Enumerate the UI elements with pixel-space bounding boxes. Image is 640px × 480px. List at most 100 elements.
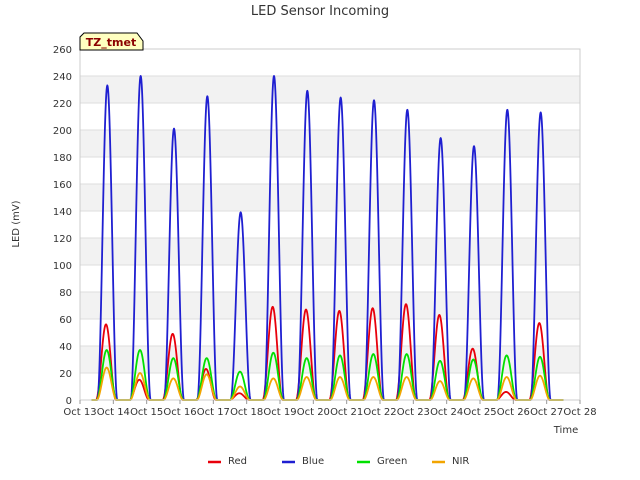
plot-band [80,238,580,265]
data-point-nir [105,366,108,369]
data-point-red [171,333,174,335]
x-tick-label: Oct 25 [463,407,496,418]
data-point-blue [173,127,175,130]
y-tick-label: 220 [53,99,72,110]
x-tick-label: Oct 26 [497,407,530,418]
grid-lines [80,48,580,401]
legend-item-blue[interactable]: Blue [282,456,324,467]
data-point-nir [272,377,275,380]
plot-bands [80,76,580,373]
data-point-blue [439,137,442,139]
chart-title: LED Sensor Incoming [251,4,389,19]
legend-label: Blue [302,456,324,467]
legend-label: Red [228,456,247,467]
data-point-red [471,347,474,350]
data-point-nir [405,376,408,378]
x-tick-label: Oct 22 [363,407,396,418]
data-point-red [305,308,307,311]
data-point-red [105,323,107,326]
data-point-blue [306,90,309,92]
y-tick-label: 160 [53,180,72,191]
x-tick-label: Oct 14 [97,407,130,418]
plot-frame [79,48,581,401]
y-axis-ticks: 0 20 40 60 80 100 120 140 160 180 200 220 240 260 [53,45,72,407]
data-point-green [405,353,408,355]
data-point-red [438,314,441,316]
data-point-nir [205,373,208,376]
y-axis-label: LED (mV) [11,200,22,247]
y-tick-label: 120 [53,234,72,245]
data-point-red [238,392,241,395]
site-badge-box [79,32,144,51]
y-tick-label: 200 [53,126,72,137]
x-tick-label: Oct 24 [430,407,463,418]
y-tick-label: 40 [59,342,72,353]
x-tick-label: Oct 17 [197,407,230,418]
x-tick-label: Oct 15 [130,407,163,418]
data-point-nir [439,380,441,382]
data-point-nir [305,376,308,378]
data-point-nir [539,374,541,377]
data-point-green [205,357,208,359]
data-point-blue [539,111,542,114]
x-tick-label: Oct 16 [163,407,196,418]
y-tick-label: 180 [53,153,72,164]
data-point-red [205,368,207,370]
plot-band [80,76,580,103]
legend-item-nir[interactable]: NIR [432,456,469,467]
x-tick-label: Oct 23 [397,407,430,418]
plot-band [80,346,580,373]
legend: Red Blue Green NIR [208,456,469,467]
data-point-green [505,354,508,357]
data-point-blue [106,84,109,87]
data-point-green [472,358,475,361]
data-point-green [139,349,141,351]
y-tick-label: 140 [53,207,72,218]
data-point-red [271,306,274,308]
plot-band [80,184,580,211]
legend-label: Green [377,456,407,467]
data-point-green [105,349,108,351]
data-point-red [538,322,541,324]
y-tick-label: 0 [66,396,72,407]
data-point-green [339,354,341,357]
x-axis-label: Time [553,425,578,436]
x-tick-label: Oct 27 [530,407,563,418]
data-point-blue [339,96,342,99]
data-point-red [338,310,341,312]
data-point-nir [505,376,508,378]
data-point-nir [372,376,375,378]
x-tick-label: Oct 21 [330,407,363,418]
legend-item-green[interactable]: Green [357,456,407,467]
site-badge-label: TZ_tmet [86,36,136,49]
y-tick-label: 240 [53,72,72,83]
data-point-red [371,307,374,310]
data-point-green [239,370,241,373]
data-point-red [505,391,507,393]
data-point-blue [406,108,409,111]
data-point-red [405,303,407,305]
data-point-blue [506,108,509,111]
data-point-green [539,356,541,358]
plot-band [80,292,580,319]
data-point-blue [139,75,142,77]
x-tick-label: Oct 20 [297,407,330,418]
x-axis-ticks: Oct 13 Oct 14 Oct 15 Oct 16 Oct 17 Oct 18 Oct … [63,400,597,418]
data-point-green [372,353,375,355]
x-tick-label: Oct 18 [230,407,263,418]
y-tick-label: 80 [59,288,72,299]
y-tick-label: 60 [59,315,72,326]
y-tick-label: 260 [53,45,72,56]
data-point-blue [273,75,275,77]
plot-band [80,130,580,157]
data-point-nir [472,377,475,380]
legend-item-red[interactable]: Red [208,456,247,467]
data-point-green [305,357,308,359]
legend-label: NIR [452,456,469,467]
x-tick-label: Oct 13 [63,407,96,418]
data-point-blue [239,211,242,214]
data-point-blue [473,145,475,147]
data-point-green [172,357,175,359]
data-point-green [272,351,275,354]
